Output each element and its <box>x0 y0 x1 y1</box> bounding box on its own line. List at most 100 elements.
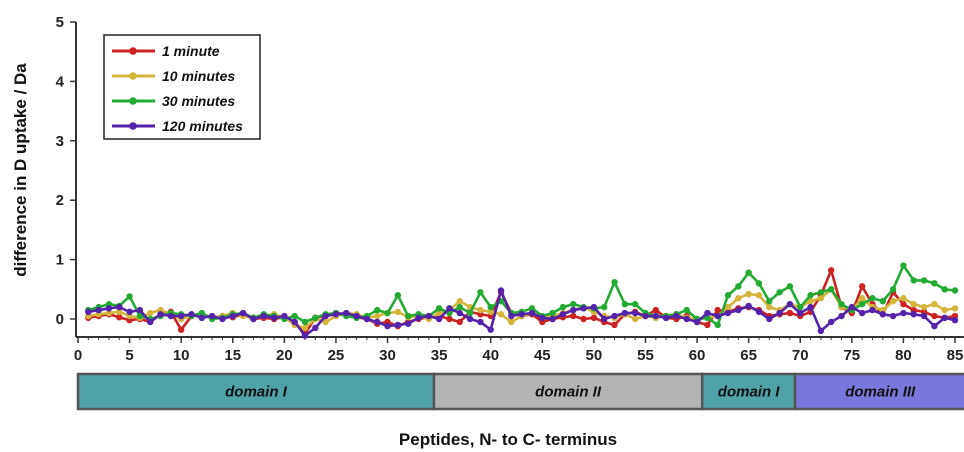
data-point <box>631 309 639 317</box>
x-tick-label: 0 <box>74 347 82 364</box>
y-tick-label: 1 <box>56 252 64 269</box>
data-point <box>394 292 402 299</box>
x-tick-label: 85 <box>947 347 964 364</box>
data-point <box>219 315 226 323</box>
y-tick-label: 5 <box>56 14 64 31</box>
data-point <box>301 324 309 332</box>
data-point <box>776 289 783 296</box>
data-point <box>910 277 917 284</box>
data-point <box>766 297 773 305</box>
data-point <box>394 321 402 329</box>
data-point <box>301 332 309 339</box>
data-point <box>425 312 432 320</box>
data-point <box>755 280 763 287</box>
data-point <box>260 312 267 320</box>
data-point <box>177 312 185 320</box>
data-point <box>116 308 123 316</box>
data-point <box>745 290 752 298</box>
data-point <box>827 267 835 274</box>
data-point <box>312 324 319 332</box>
data-point <box>559 303 567 311</box>
data-point <box>724 303 732 311</box>
data-point <box>786 300 794 308</box>
data-point <box>239 309 247 317</box>
data-point <box>724 292 732 299</box>
domain-label: domain III <box>845 384 916 401</box>
data-point <box>487 326 494 333</box>
data-point <box>116 314 123 321</box>
data-point <box>477 318 484 326</box>
x-tick-label: 40 <box>482 347 499 364</box>
data-point <box>580 315 587 323</box>
legend-swatch-marker <box>129 122 137 130</box>
data-point <box>931 300 938 308</box>
x-axis-title: Peptides, N- to C- terminus <box>399 430 617 449</box>
data-point <box>116 303 123 311</box>
data-point <box>363 315 371 323</box>
data-point <box>735 306 742 314</box>
data-point <box>611 312 618 320</box>
data-point <box>786 309 794 317</box>
data-point <box>188 311 195 318</box>
y-tick-label: 3 <box>56 133 64 150</box>
data-point <box>869 295 876 302</box>
x-tick-label: 50 <box>586 347 603 364</box>
data-point <box>126 308 133 316</box>
data-point <box>879 311 886 318</box>
data-point <box>322 312 329 320</box>
data-point <box>951 305 959 312</box>
data-point <box>735 295 742 302</box>
data-point <box>693 318 701 326</box>
legend-label: 1 minute <box>162 43 220 59</box>
data-point <box>446 315 453 323</box>
domain-label: domain I <box>718 384 781 401</box>
data-point <box>900 295 907 302</box>
data-point <box>167 312 175 320</box>
data-point <box>126 293 133 300</box>
data-point <box>559 311 567 318</box>
data-point <box>889 297 897 305</box>
series-120-minutes <box>85 287 959 339</box>
data-point <box>827 286 835 293</box>
data-point <box>384 322 391 330</box>
data-point <box>683 306 690 314</box>
data-point <box>714 321 721 329</box>
data-point <box>704 314 711 322</box>
data-point <box>797 309 804 317</box>
data-point <box>270 314 278 322</box>
data-point <box>198 314 206 322</box>
data-point <box>766 315 773 323</box>
data-point <box>374 318 381 326</box>
data-point <box>910 311 917 318</box>
data-point <box>435 315 443 323</box>
domain-bar: domain I domain II domain I domain III <box>76 372 964 411</box>
data-point <box>755 308 763 316</box>
data-point <box>941 286 948 293</box>
data-point <box>528 309 536 317</box>
data-point <box>889 312 897 320</box>
x-tick-label: 35 <box>431 347 448 364</box>
data-point <box>724 309 732 317</box>
x-tick-label: 45 <box>534 347 551 364</box>
x-tick-label: 60 <box>689 347 706 364</box>
data-point <box>136 312 144 320</box>
data-point <box>456 309 463 317</box>
data-point <box>487 303 494 311</box>
data-point <box>229 312 236 320</box>
data-point <box>446 305 453 312</box>
data-point <box>456 303 463 311</box>
data-point <box>714 312 721 320</box>
data-point <box>291 318 298 326</box>
data-point <box>900 309 907 317</box>
data-point <box>817 295 825 302</box>
data-point <box>631 315 639 323</box>
data-point <box>312 314 319 322</box>
data-point <box>136 306 144 314</box>
x-tick-label: 70 <box>792 347 809 364</box>
data-point <box>497 311 505 318</box>
data-point <box>549 309 556 317</box>
data-point <box>755 292 763 299</box>
data-point <box>910 300 917 308</box>
x-tick-label: 75 <box>843 347 860 364</box>
